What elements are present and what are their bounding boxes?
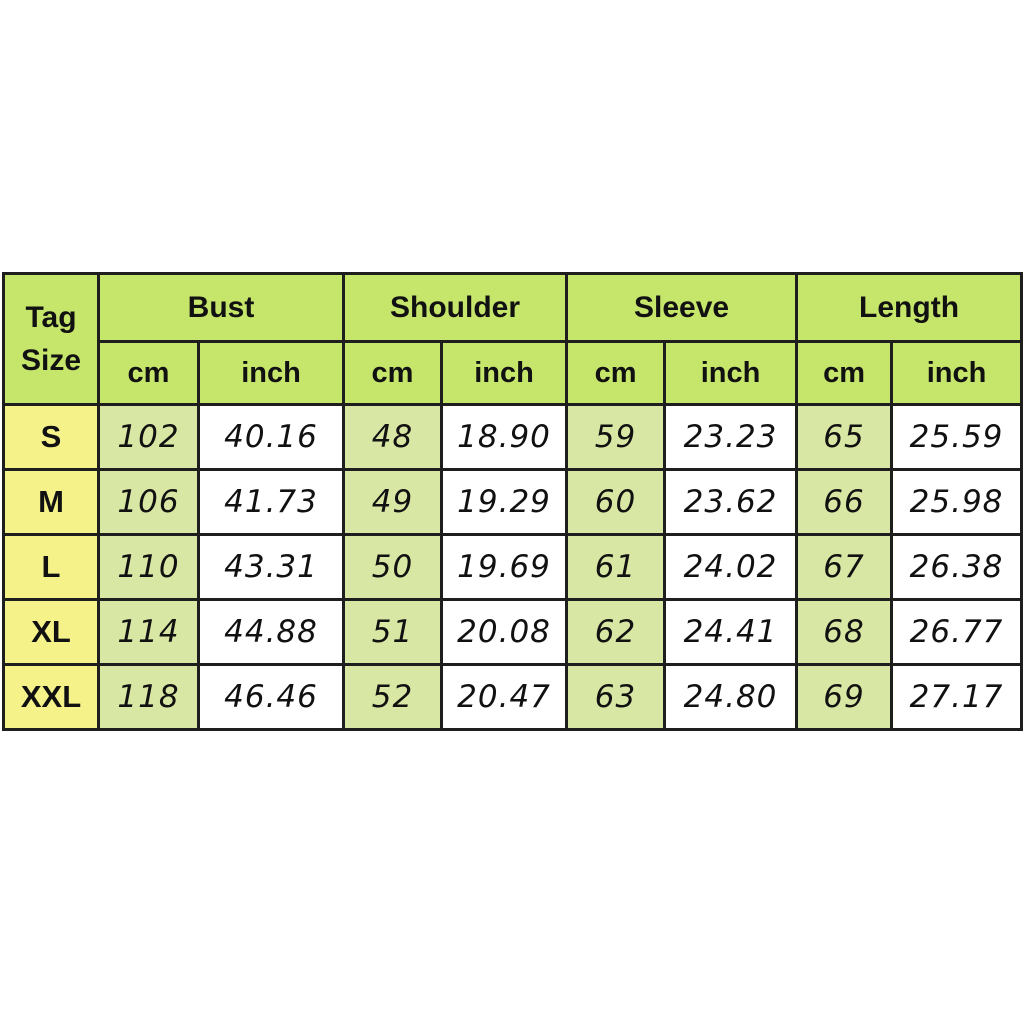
shoulder-inch-cell: 19.29 <box>440 468 569 536</box>
bust-inch-cell: 46.46 <box>196 663 346 731</box>
sleeve-cm-cell: 60 <box>565 468 667 536</box>
table-row: L 110 43.31 50 19.69 61 24.02 67 26.38 <box>2 533 1024 601</box>
table-row: XL 114 44.88 51 20.08 62 24.41 68 26.77 <box>2 598 1024 666</box>
bust-cm-cell: 118 <box>97 663 200 731</box>
sleeve-cm-cell: 63 <box>565 663 667 731</box>
shoulder-inch-cell: 19.69 <box>440 533 569 601</box>
sleeve-inch-cell: 23.23 <box>663 403 799 471</box>
bust-header: Bust <box>96 272 346 343</box>
sleeve-inch-cell: 23.62 <box>663 468 799 536</box>
bust-inch-cell: 40.16 <box>196 403 346 471</box>
table-row: XXL 118 46.46 52 20.47 63 24.80 69 27.17 <box>2 663 1024 731</box>
measure-header-row: Tag Size Bust Shoulder Sleeve Length <box>2 272 1024 406</box>
sleeve-cm-cell: 61 <box>565 533 667 601</box>
bust-cm-cell: 114 <box>97 598 200 666</box>
sleeve-cm-header: cm <box>565 340 667 406</box>
shoulder-header: Shoulder <box>342 272 569 343</box>
shoulder-inch-cell: 18.90 <box>440 403 569 471</box>
sleeve-inch-header: inch <box>663 340 799 406</box>
shoulder-inch-header: inch <box>440 340 569 406</box>
size-label: M <box>2 468 100 536</box>
length-inch-cell: 26.38 <box>890 533 1024 601</box>
length-cm-cell: 65 <box>795 403 894 471</box>
bust-cm-cell: 106 <box>97 468 200 536</box>
length-cm-cell: 68 <box>795 598 894 666</box>
sleeve-inch-cell: 24.80 <box>663 663 799 731</box>
unit-header-row: cm inch cm inch cm inch cm inch <box>4 340 1024 406</box>
table-row: S 102 40.16 48 18.90 59 23.23 65 25.59 <box>2 403 1024 471</box>
sleeve-inch-cell: 24.41 <box>663 598 799 666</box>
bust-inch-cell: 41.73 <box>196 468 346 536</box>
size-chart-table: Tag Size Bust Shoulder Sleeve Length cm … <box>2 272 1024 731</box>
sleeve-header: Sleeve <box>565 272 799 343</box>
size-label: XXL <box>2 663 100 731</box>
sleeve-cm-cell: 62 <box>565 598 667 666</box>
shoulder-inch-cell: 20.47 <box>440 663 569 731</box>
shoulder-cm-cell: 49 <box>342 468 444 536</box>
length-cm-cell: 69 <box>795 663 894 731</box>
bust-cm-cell: 102 <box>97 403 200 471</box>
bust-cm-header: cm <box>97 340 200 406</box>
table-row: M 106 41.73 49 19.29 60 23.62 66 25.98 <box>2 468 1024 536</box>
shoulder-cm-cell: 51 <box>342 598 444 666</box>
shoulder-cm-cell: 50 <box>342 533 444 601</box>
length-header: Length <box>795 272 1024 343</box>
bust-inch-header: inch <box>196 340 346 406</box>
sleeve-cm-cell: 59 <box>565 403 667 471</box>
size-label: XL <box>2 598 100 666</box>
size-chart: Tag Size Bust Shoulder Sleeve Length cm … <box>2 272 1024 731</box>
shoulder-cm-header: cm <box>342 340 444 406</box>
length-inch-cell: 25.98 <box>890 468 1024 536</box>
shoulder-cm-cell: 48 <box>342 403 444 471</box>
length-inch-cell: 26.77 <box>890 598 1024 666</box>
bust-inch-cell: 43.31 <box>196 533 346 601</box>
length-cm-header: cm <box>795 340 894 406</box>
shoulder-cm-cell: 52 <box>342 663 444 731</box>
bust-cm-cell: 110 <box>97 533 200 601</box>
length-inch-header: inch <box>890 340 1024 406</box>
length-inch-cell: 27.17 <box>890 663 1024 731</box>
length-cm-cell: 67 <box>795 533 894 601</box>
length-inch-cell: 25.59 <box>890 403 1024 471</box>
length-cm-cell: 66 <box>795 468 894 536</box>
sleeve-inch-cell: 24.02 <box>663 533 799 601</box>
bust-inch-cell: 44.88 <box>196 598 346 666</box>
tag-size-header: Tag Size <box>2 272 100 406</box>
shoulder-inch-cell: 20.08 <box>440 598 569 666</box>
size-label: L <box>2 533 100 601</box>
size-label: S <box>2 403 100 471</box>
